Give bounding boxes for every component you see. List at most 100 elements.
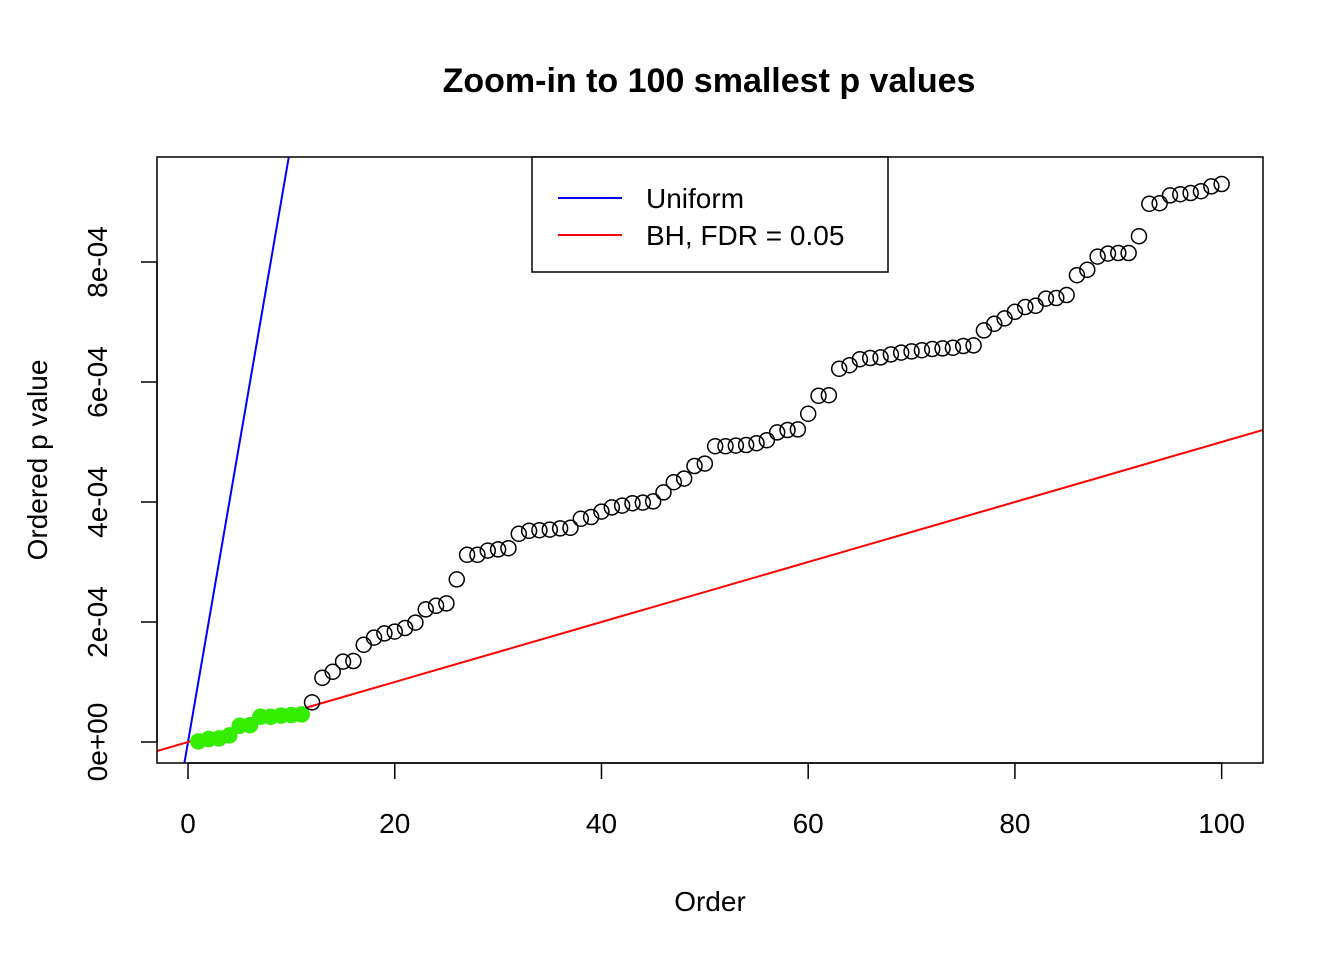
data-point — [1172, 185, 1189, 203]
data-point — [1017, 298, 1034, 316]
y-tick-label: 6e-04 — [82, 346, 113, 418]
data-point — [1120, 244, 1137, 262]
data-point — [438, 595, 455, 612]
data-point — [644, 493, 662, 510]
data-point — [851, 350, 869, 368]
data-point — [1089, 248, 1106, 265]
data-point — [986, 315, 1003, 333]
significant-point — [293, 706, 310, 723]
data-point — [572, 510, 590, 528]
data-point — [458, 546, 476, 564]
data-point — [892, 344, 910, 361]
data-point — [758, 431, 776, 449]
data-point — [954, 337, 972, 355]
data-point — [830, 360, 848, 378]
data-point — [624, 494, 641, 512]
data-point — [582, 508, 600, 526]
data-point — [1058, 286, 1075, 304]
data-point — [448, 571, 466, 588]
y-axis: 0e+00 2e-04 4e-04 6e-04 8e-04 — [82, 226, 158, 782]
data-point — [1037, 290, 1055, 307]
data-point — [355, 636, 372, 654]
y-tick-label: 0e+00 — [82, 703, 113, 782]
data-point — [1203, 178, 1220, 195]
legend-label-uniform: Uniform — [646, 183, 744, 214]
data-point — [396, 619, 414, 637]
data-point — [489, 541, 507, 558]
data-point — [603, 499, 621, 516]
data-point — [427, 597, 445, 615]
data-point — [872, 349, 889, 366]
x-axis: 0 20 40 60 80 100 — [180, 762, 1245, 839]
data-point — [1182, 184, 1199, 202]
data-point — [1213, 175, 1230, 193]
legend-box — [531, 156, 889, 273]
data-point — [1141, 195, 1158, 213]
data-point — [903, 343, 920, 360]
significant-point — [221, 727, 238, 744]
data-point — [975, 322, 993, 339]
data-point — [655, 484, 672, 501]
data-point — [789, 421, 807, 438]
data-point — [727, 437, 745, 454]
data-point — [1192, 182, 1210, 200]
y-tick-label: 2e-04 — [82, 586, 113, 658]
data-point — [944, 339, 962, 357]
data-point — [799, 405, 817, 423]
data-point — [365, 629, 383, 646]
data-point — [520, 522, 538, 540]
data-point — [779, 421, 796, 439]
data-point — [1027, 297, 1044, 315]
data-point — [500, 539, 517, 557]
data-point — [541, 521, 559, 538]
x-tick-label: 80 — [999, 808, 1030, 839]
data-point — [531, 521, 548, 539]
data-point — [820, 386, 838, 404]
bh-line — [157, 429, 1263, 752]
data-point — [334, 653, 352, 670]
x-axis-label: Order — [674, 886, 746, 917]
data-point — [593, 503, 610, 520]
data-point — [303, 694, 321, 711]
data-point — [675, 470, 693, 487]
x-tick-label: 0 — [180, 808, 196, 839]
data-point — [1099, 245, 1117, 262]
chart-title: Zoom-in to 100 smallest p values — [443, 62, 976, 100]
data-point — [1048, 289, 1065, 307]
data-point — [1130, 227, 1148, 245]
data-point — [417, 601, 434, 618]
y-axis-label: Ordered p value — [22, 360, 53, 561]
data-point — [314, 669, 331, 687]
x-tick-label: 40 — [586, 808, 617, 839]
data-point — [345, 652, 362, 670]
data-point — [1110, 244, 1127, 262]
data-point — [510, 525, 528, 543]
data-point — [665, 473, 683, 491]
data-point — [407, 614, 424, 631]
data-point — [841, 356, 858, 374]
data-point — [768, 424, 786, 441]
data-point — [913, 341, 931, 359]
data-point — [386, 623, 403, 640]
data-point — [934, 340, 951, 357]
data-point — [469, 546, 486, 564]
data-point — [613, 497, 631, 514]
data-point — [1151, 194, 1168, 212]
uniform-line — [183, 157, 290, 763]
data-point — [882, 346, 900, 363]
reference-lines — [157, 157, 1263, 763]
data-point — [686, 457, 703, 475]
data-point — [634, 494, 652, 511]
data-point — [479, 542, 497, 559]
legend: Uniform BH, FDR = 0.05 — [531, 156, 889, 273]
data-point — [717, 437, 734, 455]
data-point — [324, 663, 341, 681]
data-point — [923, 340, 941, 358]
data-point — [376, 625, 393, 642]
y-tick-label: 8e-04 — [82, 226, 113, 298]
x-tick-label: 60 — [793, 808, 824, 839]
data-points — [190, 175, 1230, 750]
x-tick-label: 100 — [1198, 808, 1245, 839]
data-point — [1006, 303, 1024, 321]
data-point — [562, 519, 579, 537]
